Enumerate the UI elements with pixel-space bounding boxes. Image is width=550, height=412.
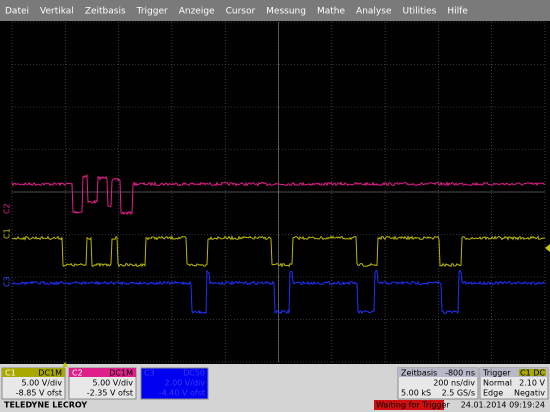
trigger-level-marker: [545, 244, 550, 252]
trigger-source: C1 DC: [520, 369, 545, 378]
menu-item[interactable]: Analyse: [356, 7, 392, 17]
channel-c1[interactable]: C1 DC1M 5.00 V/div -8.85 V ofst: [1, 367, 66, 400]
trace-label-c2: C2: [3, 203, 12, 214]
timebase-delay: -800 ns: [445, 369, 475, 378]
menu-item[interactable]: Cursor: [226, 7, 256, 17]
menu-item[interactable]: Datei: [5, 7, 29, 17]
brand: TELEDYNE LECROY: [4, 401, 87, 410]
offset: -4.40 V ofst: [159, 389, 205, 398]
trace-c1: [11, 234, 546, 268]
menu-item[interactable]: Utilities: [402, 7, 436, 17]
timebase-scale: 200 ns/div: [433, 379, 475, 388]
channel-name: C2: [72, 369, 83, 378]
trigger-type: Edge: [483, 389, 503, 398]
trigger-mode: Normal: [483, 379, 512, 388]
trigger-box[interactable]: Trigger C1 DC Normal 2.10 V Edge Negativ: [479, 367, 549, 400]
coupling: DC1M: [109, 369, 133, 378]
trigger-slope: Negativ: [514, 389, 545, 398]
trace-label-c3: C3: [3, 276, 12, 287]
offset: -8.85 V ofst: [16, 389, 62, 398]
box: [140, 367, 209, 400]
timebase-title: Zeitbasis: [401, 369, 437, 378]
menu-item[interactable]: Mathe: [317, 7, 346, 17]
menu-item[interactable]: Hilfe: [447, 7, 468, 17]
trace-c3: [11, 269, 546, 315]
status: Waiting for Trigger: [376, 401, 450, 410]
header: [69, 368, 136, 377]
coupling: DC50: [183, 369, 205, 378]
status-bg: [374, 400, 444, 410]
menu-item[interactable]: Anzeige: [179, 7, 215, 17]
channel-name: C1: [5, 369, 16, 378]
channel-c2[interactable]: C2 DC1M 5.00 V/div -2.35 V ofst: [68, 367, 137, 400]
timebase-rate: 2.5 GS/s: [442, 389, 475, 398]
scale: 5.00 V/div: [92, 379, 133, 388]
trigger-source-bg: [519, 369, 546, 376]
menu-bar: [0, 0, 550, 21]
scale: 2.00 V/div: [164, 379, 205, 388]
traces: [11, 173, 546, 315]
trigger-level: 2.10 V: [519, 379, 545, 388]
datetime: 24.01.2014 09:19:24: [461, 401, 545, 410]
channel-name: C3: [144, 369, 155, 378]
menu-item[interactable]: Vertikal: [40, 7, 74, 17]
menu-item[interactable]: Trigger: [136, 7, 168, 17]
header: [2, 368, 65, 377]
header: [398, 368, 478, 377]
menu-item[interactable]: Messung: [266, 7, 306, 17]
grid: [11, 21, 546, 363]
offset: -2.35 V ofst: [87, 389, 133, 398]
channel-c3[interactable]: C3 DC50 2.00 V/div -4.40 V ofst: [140, 367, 209, 400]
trigger-title: Trigger: [482, 369, 511, 378]
trace-c2: [11, 173, 546, 216]
timebase-samples: 5.00 kS: [401, 389, 431, 398]
header: [480, 368, 548, 377]
trigger-time-marker: [62, 362, 68, 367]
timebase-box[interactable]: Zeitbasis -800 ns 200 ns/div 5.00 kS 2.5…: [397, 367, 479, 400]
coupling: DC1M: [38, 369, 62, 378]
scale: 5.00 V/div: [21, 379, 62, 388]
menu: Datei Vertikal Zeitbasis Trigger Anzeige Curs…: [5, 7, 468, 17]
menu-item[interactable]: Zeitbasis: [85, 7, 126, 17]
trace-label-c1: C1: [3, 228, 12, 239]
